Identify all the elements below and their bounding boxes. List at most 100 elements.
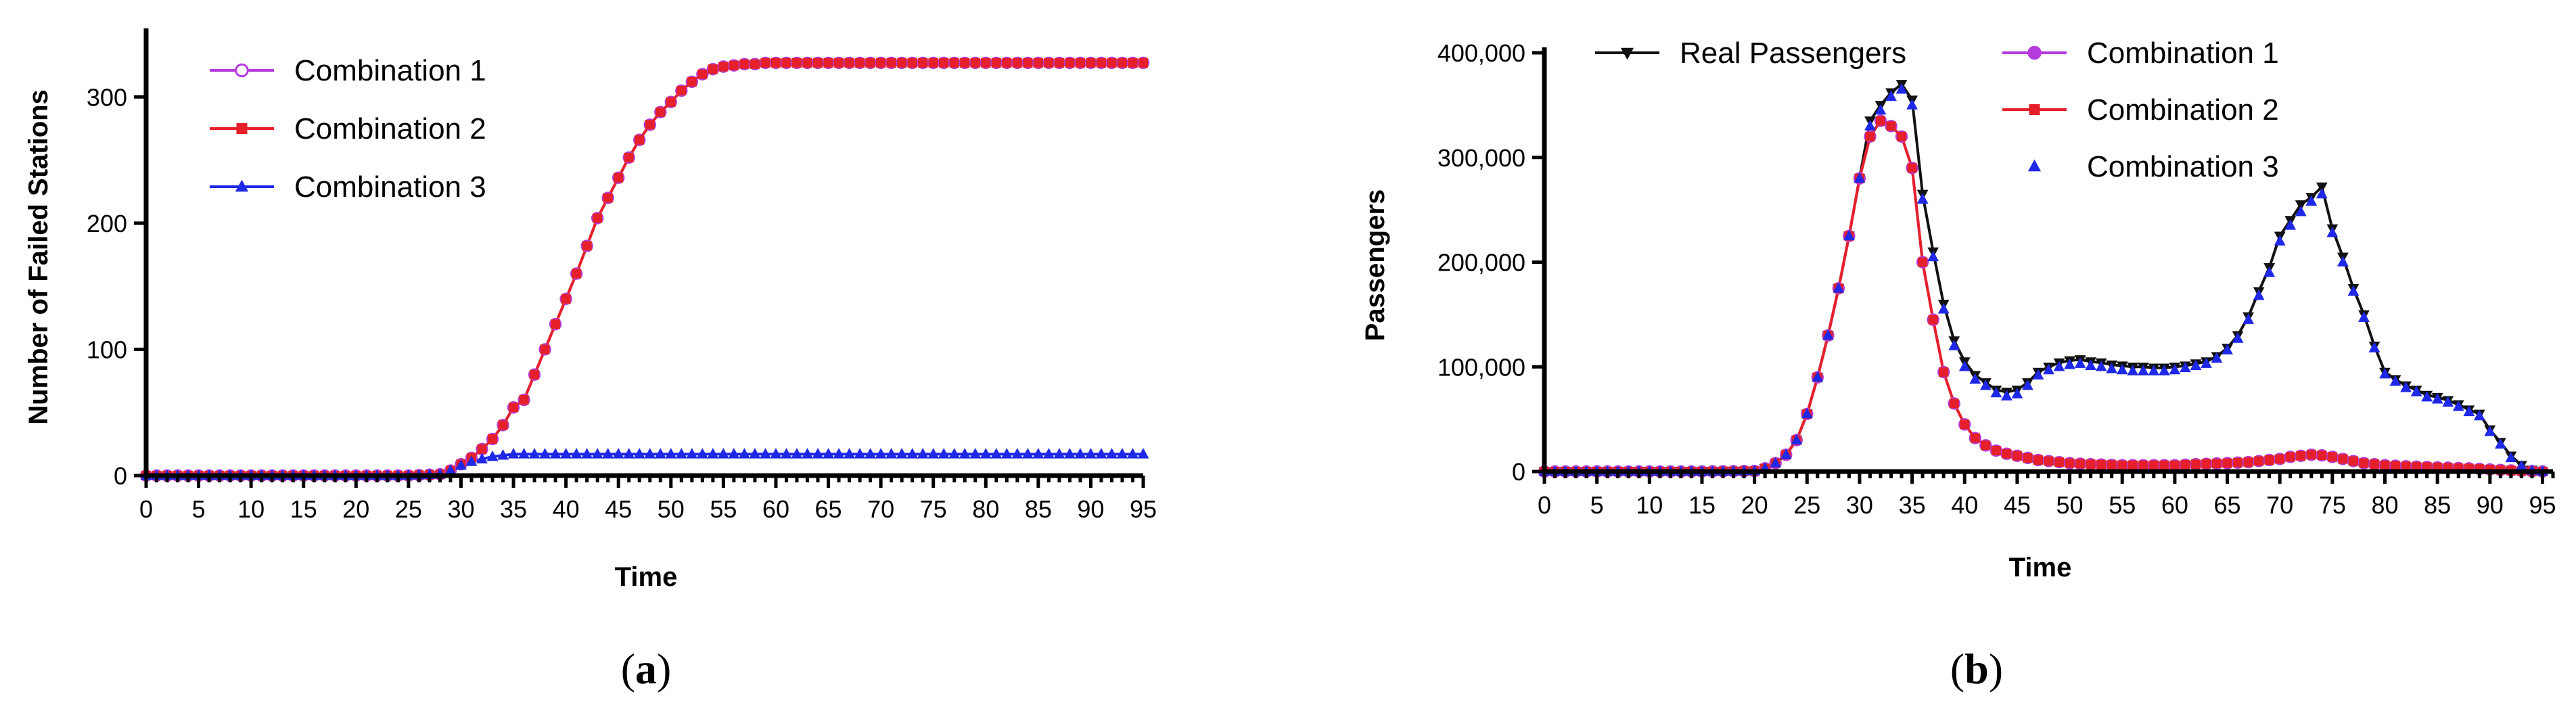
data-point bbox=[760, 58, 770, 68]
data-point bbox=[656, 107, 666, 117]
caption-letter: b bbox=[1964, 645, 1989, 693]
data-point bbox=[2505, 451, 2517, 463]
data-point bbox=[948, 448, 961, 459]
data-point bbox=[2368, 342, 2380, 352]
data-point bbox=[2494, 438, 2506, 449]
data-point bbox=[2401, 461, 2411, 472]
ticks-b: 0 5 10 15 20 25 30 35 40 45 50 55 60 65 70 75 80 85 90 95 0 1… bbox=[1438, 39, 2556, 519]
data-point bbox=[1116, 448, 1128, 459]
data-point bbox=[823, 448, 834, 459]
data-point bbox=[1916, 193, 1929, 204]
data-point bbox=[497, 449, 509, 460]
legend-swatch-marker bbox=[2029, 104, 2040, 115]
legend-swatch-marker bbox=[236, 123, 248, 134]
chart-panel-a: 0 5 10 15 20 25 30 35 40 45 50 55 60 65 70 75 80 85 90 95 0 1… bbox=[24, 28, 1157, 693]
data-point bbox=[1939, 367, 1949, 377]
series-line-3 bbox=[1544, 119, 2543, 473]
legend-item: Combination 3 bbox=[2027, 150, 2279, 183]
x-tick-label: 25 bbox=[1793, 491, 1820, 519]
data-point bbox=[2412, 461, 2422, 472]
x-tick-label: 85 bbox=[1025, 495, 1052, 523]
data-point bbox=[1979, 380, 1992, 390]
data-point bbox=[729, 60, 739, 70]
data-point bbox=[1791, 434, 1803, 444]
series-markers-a bbox=[139, 56, 1150, 482]
data-point bbox=[1895, 83, 1908, 94]
series-lines-b bbox=[1544, 82, 2543, 473]
data-point bbox=[1032, 448, 1044, 459]
data-point bbox=[1023, 58, 1033, 68]
x-tick-label: 20 bbox=[1741, 491, 1768, 519]
data-point bbox=[1044, 58, 1054, 68]
legend-label: Combination 1 bbox=[294, 54, 486, 87]
data-point bbox=[2326, 227, 2339, 237]
data-point bbox=[2137, 365, 2149, 375]
data-point bbox=[488, 434, 498, 444]
data-point bbox=[844, 448, 855, 459]
data-point bbox=[739, 448, 750, 459]
data-point bbox=[2233, 457, 2243, 467]
series-markers-4 bbox=[1538, 83, 2548, 476]
data-point bbox=[635, 135, 645, 145]
data-point bbox=[1937, 303, 1950, 314]
series-markers-b bbox=[1538, 80, 2549, 478]
ticks-a: 0 5 10 15 20 25 30 35 40 45 50 55 60 65 70 75 80 85 90 95 0 1… bbox=[87, 83, 1157, 523]
data-point bbox=[749, 448, 761, 459]
data-point bbox=[823, 58, 833, 68]
data-point bbox=[939, 58, 949, 68]
x-tick-label: 15 bbox=[1688, 491, 1716, 519]
data-point bbox=[2086, 459, 2096, 470]
data-point bbox=[2000, 390, 2013, 401]
data-point bbox=[2295, 200, 2307, 211]
caption-paren: ) bbox=[1989, 645, 2003, 693]
data-point bbox=[2243, 457, 2253, 467]
data-point bbox=[455, 459, 467, 470]
legend-item: Combination 1 bbox=[210, 54, 486, 87]
data-point bbox=[2254, 456, 2264, 466]
data-point bbox=[486, 450, 499, 461]
data-point bbox=[717, 448, 729, 459]
data-point bbox=[865, 448, 876, 459]
caption-a: (a) bbox=[621, 645, 672, 693]
data-point bbox=[2410, 386, 2422, 396]
data-point bbox=[1117, 58, 1127, 68]
data-point bbox=[2242, 313, 2254, 324]
x-tick-label: 95 bbox=[1130, 495, 1157, 523]
axes-a bbox=[143, 28, 1143, 478]
data-point bbox=[507, 448, 520, 459]
data-point bbox=[1770, 457, 1782, 467]
x-tick-label: 65 bbox=[815, 495, 842, 523]
x-tick-label: 25 bbox=[395, 495, 422, 523]
data-point bbox=[2212, 459, 2222, 469]
data-point bbox=[876, 58, 886, 68]
x-tick-label: 10 bbox=[237, 495, 264, 523]
x-axis-title-a: Time bbox=[615, 562, 678, 592]
data-point bbox=[1927, 250, 1939, 262]
data-point bbox=[897, 58, 907, 68]
legend-item: Combination 3 bbox=[210, 170, 486, 204]
data-point bbox=[2065, 458, 2075, 468]
data-point bbox=[1042, 448, 1055, 459]
data-point bbox=[760, 448, 771, 459]
data-point bbox=[2421, 391, 2433, 402]
data-point bbox=[2148, 365, 2160, 375]
data-point bbox=[739, 59, 750, 69]
x-tick-label: 45 bbox=[605, 495, 632, 523]
data-point bbox=[844, 58, 854, 68]
data-point bbox=[581, 448, 593, 459]
data-point bbox=[2305, 195, 2318, 206]
series-markers-1 bbox=[1538, 80, 2548, 478]
data-point bbox=[990, 448, 1003, 459]
caption-paren: ( bbox=[621, 645, 635, 693]
data-point bbox=[2012, 451, 2022, 461]
data-point bbox=[969, 448, 982, 459]
y-tick-label: 300 bbox=[87, 83, 127, 111]
data-point bbox=[970, 58, 980, 68]
data-point bbox=[707, 448, 719, 459]
data-point bbox=[949, 58, 959, 68]
data-point bbox=[2369, 459, 2379, 470]
data-point bbox=[2222, 344, 2233, 354]
x-tick-label: 5 bbox=[1590, 491, 1604, 519]
data-point bbox=[1843, 229, 1855, 241]
data-point bbox=[465, 455, 478, 466]
